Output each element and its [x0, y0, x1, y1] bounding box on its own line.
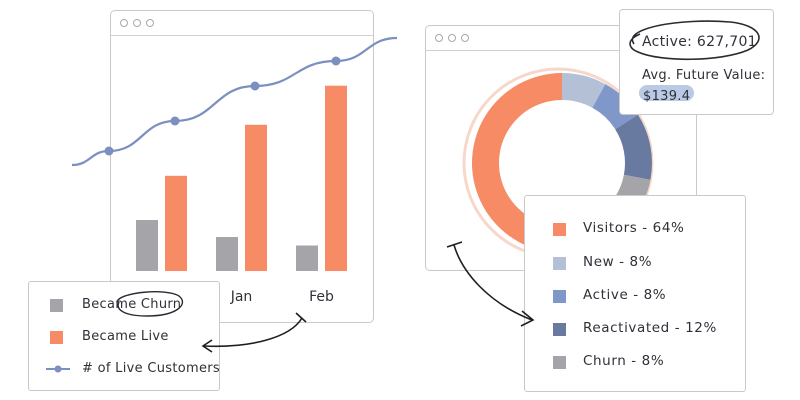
window-titlebar-divider	[111, 35, 373, 36]
legend-swatch	[553, 323, 566, 336]
bar-became-live	[165, 175, 187, 271]
window-dot-icon	[146, 19, 154, 27]
bar-became-live	[325, 85, 347, 271]
donut-slice-reactivated	[615, 114, 652, 180]
window-dot-icon	[120, 19, 128, 27]
legend-item-became-churn: Became Churn	[29, 296, 219, 316]
live-customers-point	[104, 146, 114, 156]
legend-item-became-live: Became Live	[29, 328, 219, 348]
bar-became-live	[245, 124, 267, 271]
legend-item-live-customers: # of Live Customers	[29, 360, 220, 380]
legend-label: # of Live Customers	[82, 361, 220, 376]
stats-card: Active: 627,701 Avg. Future Value: $139.…	[619, 9, 774, 115]
legend-label: Visitors - 64%	[583, 220, 685, 236]
live-customers-point	[331, 56, 341, 66]
x-tick-label: Feb	[309, 289, 334, 305]
legend-item-visitors: Visitors - 64%	[525, 220, 745, 240]
legend-swatch	[553, 290, 566, 303]
bar-chart	[136, 85, 347, 271]
window-dot-icon	[461, 34, 469, 42]
legend-swatch	[50, 299, 63, 312]
donut-slice-new	[562, 73, 606, 108]
avg-future-value-label: Avg. Future Value:	[642, 68, 766, 83]
legend-swatch	[50, 331, 63, 344]
donut-slice-visitors	[472, 73, 632, 253]
window-dot-icon	[448, 34, 456, 42]
legend-item-new: New - 8%	[525, 254, 745, 274]
x-tick-label: Jan	[230, 289, 253, 305]
live-customers-point	[170, 116, 180, 126]
avg-future-value-text: $139.4	[643, 89, 691, 104]
bar-became-churn	[296, 245, 318, 271]
active-count: Active: 627,701	[642, 34, 757, 50]
churn-circle-annotation	[116, 291, 184, 317]
legend-item-churn: Churn - 8%	[525, 353, 745, 373]
window-dot-icon	[133, 19, 141, 27]
legend-item-reactivated: Reactivated - 12%	[525, 320, 745, 340]
legend-item-active: Active - 8%	[525, 287, 745, 307]
x-axis-ticks: Jan Feb	[230, 289, 334, 305]
legend-label: Reactivated - 12%	[583, 320, 717, 336]
legend-swatch	[553, 257, 566, 270]
legend-label: Became Churn	[82, 297, 182, 312]
live-customers-line	[71, 36, 398, 167]
live-customers-path	[71, 36, 398, 167]
legend-label: Churn - 8%	[583, 353, 665, 369]
legend-swatch	[553, 356, 566, 369]
window-dot-icon	[435, 34, 443, 42]
legend-line-marker	[46, 365, 70, 373]
bar-chart-legend: Became Churn Became Live # of Live Custo…	[28, 281, 220, 391]
donut-slice-active	[592, 84, 638, 130]
circle-annotation	[629, 20, 760, 61]
donut-chart-legend: Visitors - 64% New - 8% Active - 8% Reac…	[524, 195, 746, 392]
legend-label: New - 8%	[583, 254, 653, 270]
bar-became-churn	[216, 237, 238, 271]
legend-label: Became Live	[82, 329, 169, 344]
legend-label: Active - 8%	[583, 287, 667, 303]
live-customers-point	[250, 81, 260, 91]
bar-became-churn	[136, 220, 158, 271]
window-titlebar-divider	[426, 50, 696, 51]
avg-future-value: $139.4	[639, 85, 695, 104]
legend-swatch	[553, 223, 566, 236]
